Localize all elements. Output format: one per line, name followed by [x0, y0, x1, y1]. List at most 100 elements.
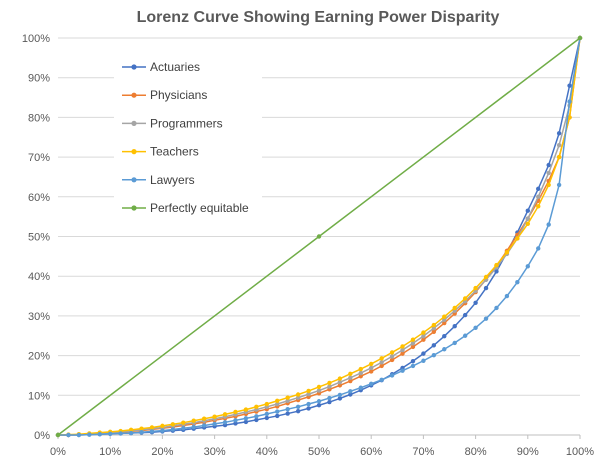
data-point-lawyers	[483, 316, 489, 321]
data-point-perfectly-equitable	[55, 432, 61, 438]
legend[interactable]: Actuaries Physicians Programmers Teachers La…	[114, 52, 262, 224]
data-point-lawyers	[410, 363, 416, 369]
data-point-programmers	[442, 317, 447, 323]
y-tick-label: 30%	[28, 311, 50, 323]
data-point-teachers	[483, 274, 489, 280]
data-point-actuaries	[525, 208, 530, 213]
data-point-programmers	[285, 398, 290, 404]
y-tick-label: 90%	[28, 73, 50, 85]
data-point-physicians	[431, 329, 437, 334]
data-point-teachers	[525, 221, 530, 226]
data-point-lawyers	[431, 353, 437, 358]
data-point-lawyers	[264, 411, 269, 417]
data-point-programmers	[410, 341, 416, 346]
data-point-programmers	[379, 360, 384, 365]
data-point-physicians	[379, 363, 384, 369]
legend-item-actuaries[interactable]: Actuaries	[122, 60, 200, 74]
data-point-actuaries	[316, 403, 322, 408]
data-point-teachers	[389, 350, 395, 355]
data-point-physicians	[400, 351, 405, 356]
y-tick-label: 20%	[28, 351, 50, 363]
data-point-lawyers	[212, 421, 217, 427]
y-tick-label: 50%	[28, 232, 50, 244]
data-point-lawyers	[494, 305, 499, 311]
data-point-lawyers	[452, 340, 457, 346]
data-point-physicians	[410, 344, 416, 350]
data-point-programmers	[369, 365, 374, 371]
y-tick-label: 40%	[28, 271, 50, 283]
data-point-actuaries	[275, 413, 280, 419]
data-point-lawyers	[421, 358, 426, 363]
data-point-lawyers	[285, 406, 290, 412]
data-point-lawyers	[358, 385, 363, 390]
data-point-lawyers	[66, 432, 71, 438]
data-point-lawyers	[149, 429, 155, 434]
data-point-teachers	[160, 423, 165, 429]
data-point-actuaries	[442, 333, 447, 339]
data-point-actuaries	[567, 83, 572, 88]
y-tick-label: 80%	[28, 112, 50, 124]
data-point-actuaries	[254, 417, 259, 423]
data-point-actuaries	[462, 312, 468, 318]
data-point-lawyers	[97, 432, 102, 437]
data-point-lawyers	[337, 392, 343, 398]
legend-label: Actuaries	[150, 60, 200, 74]
data-point-perfectly-equitable	[316, 234, 322, 239]
data-point-teachers	[442, 314, 447, 319]
data-point-teachers	[149, 425, 155, 430]
data-point-actuaries	[473, 300, 478, 305]
y-tick-label: 60%	[28, 192, 50, 204]
data-point-programmers	[275, 401, 280, 407]
legend-item-physicians[interactable]: Physicians	[122, 88, 207, 102]
data-point-lawyers	[201, 423, 207, 428]
data-point-actuaries	[452, 324, 457, 329]
data-point-programmers	[431, 326, 437, 331]
data-point-actuaries	[243, 419, 249, 425]
data-point-teachers	[170, 422, 176, 427]
data-point-actuaries	[410, 358, 416, 364]
x-tick-label: 100%	[566, 446, 594, 458]
legend-item-perfectly-equitable[interactable]: Perfectly equitable	[122, 201, 249, 215]
x-tick-label: 40%	[256, 446, 278, 458]
data-point-teachers	[421, 330, 426, 335]
data-point-teachers	[556, 154, 562, 160]
data-point-physicians	[369, 369, 374, 374]
data-point-lawyers	[222, 420, 228, 425]
chart-title: Lorenz Curve Showing Earning Power Dispa…	[137, 9, 500, 26]
x-tick-label: 90%	[517, 446, 539, 458]
legend-swatch-marker	[131, 120, 137, 126]
data-point-lawyers	[87, 432, 92, 437]
legend-item-teachers[interactable]: Teachers	[122, 145, 199, 159]
data-point-teachers	[285, 395, 290, 400]
y-tick-label: 70%	[28, 152, 50, 164]
data-point-actuaries	[285, 411, 290, 416]
data-point-lawyers	[567, 99, 572, 104]
data-point-actuaries	[306, 406, 311, 411]
data-point-teachers	[327, 380, 332, 386]
data-point-programmers	[400, 347, 405, 353]
data-point-lawyers	[181, 426, 186, 431]
data-point-lawyers	[389, 373, 395, 378]
data-point-teachers	[452, 305, 457, 311]
data-point-teachers	[462, 296, 468, 301]
series-perfectly-equitable	[55, 35, 583, 438]
data-point-teachers	[431, 322, 437, 328]
data-point-lawyers	[191, 424, 196, 430]
data-point-actuaries	[264, 415, 269, 421]
data-point-teachers	[337, 376, 343, 381]
series-lines	[55, 35, 583, 438]
legend-swatch-marker	[131, 92, 137, 98]
data-point-lawyers	[462, 333, 468, 338]
data-point-teachers	[264, 401, 269, 407]
data-point-actuaries	[421, 351, 426, 356]
x-tick-label: 60%	[360, 446, 382, 458]
x-tick-label: 50%	[308, 446, 330, 458]
legend-label: Lawyers	[150, 173, 195, 187]
legend-label: Perfectly equitable	[150, 201, 249, 215]
data-point-programmers	[389, 354, 395, 359]
data-point-lawyers	[118, 431, 123, 436]
x-tick-label: 20%	[151, 446, 173, 458]
data-point-teachers	[515, 236, 520, 241]
legend-item-programmers[interactable]: Programmers	[122, 116, 223, 130]
legend-item-lawyers[interactable]: Lawyers	[122, 173, 195, 187]
